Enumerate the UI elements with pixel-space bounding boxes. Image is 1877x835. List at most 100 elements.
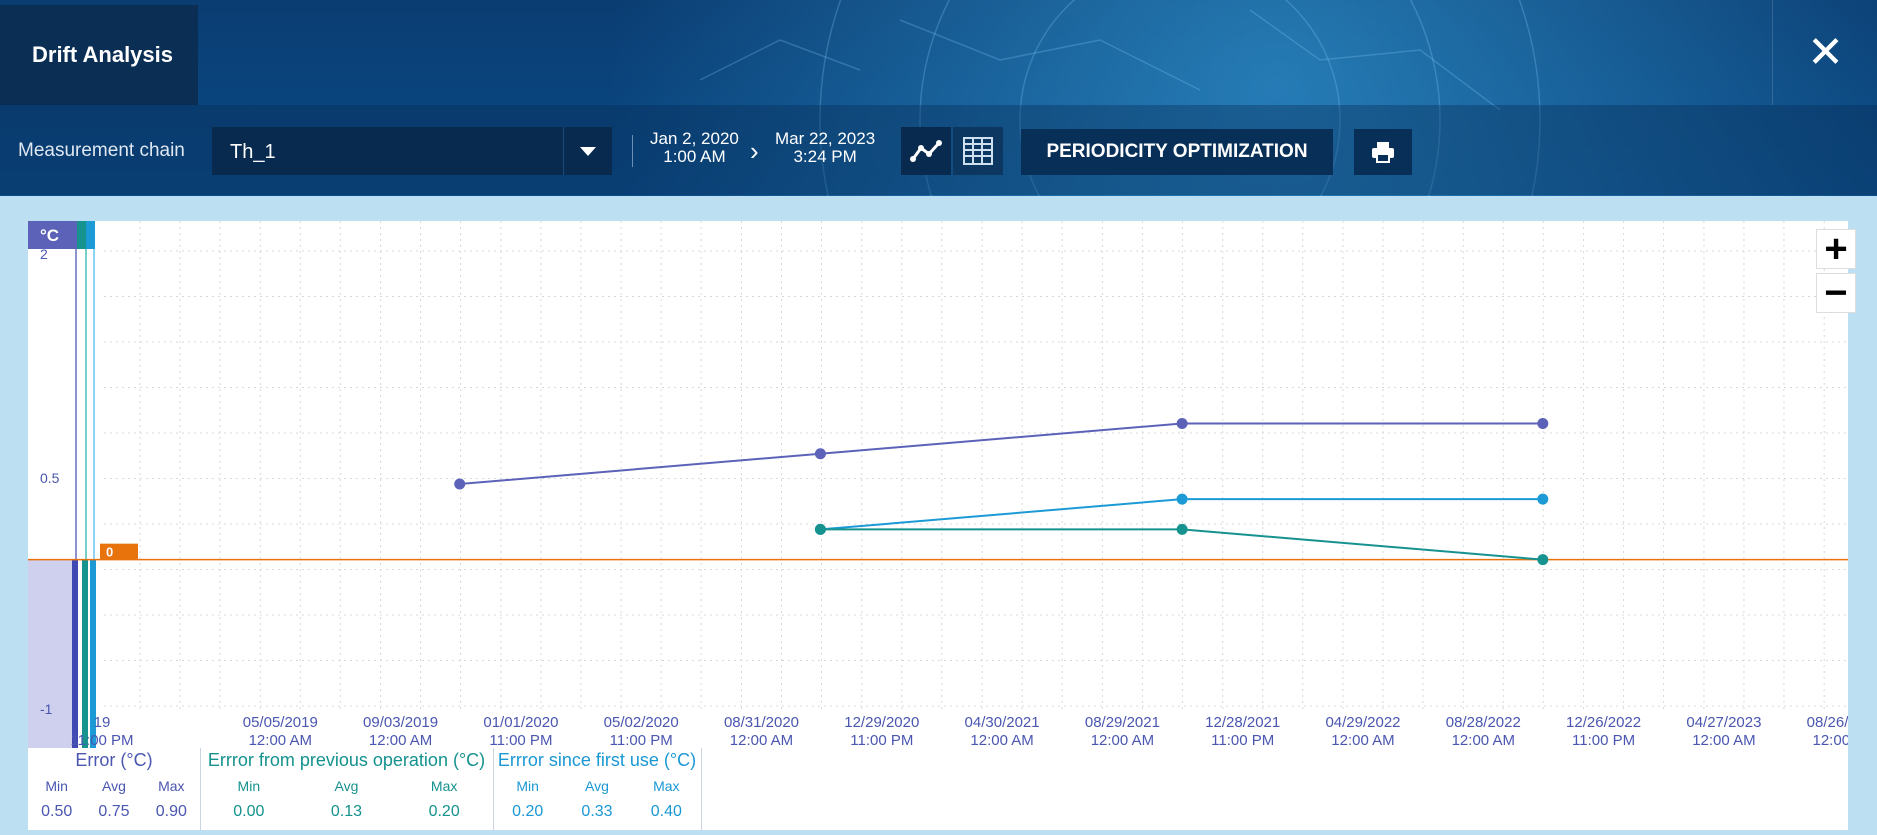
data-point [1176, 523, 1188, 535]
x-tick-time: 12:00 AM [1091, 732, 1154, 748]
x-tick-date: 08/29/2021 [1085, 714, 1160, 731]
chart-area[interactable]: °C 2 0.5 -1 0 19 11:00 PM 05/05/2019 12:00 AM 09/… [28, 221, 1877, 752]
x-tick-time: 11:00 PM [1572, 732, 1635, 748]
x-tick-date: 08/31/2020 [724, 714, 799, 731]
negative-region [28, 559, 76, 751]
x-tick-time: 12:00 AM [1813, 732, 1848, 748]
stats-title: Errror from previous operation (°C) [207, 750, 486, 770]
stats-column-label: Max [158, 778, 185, 794]
x-tick-date: 05/05/2019 [243, 714, 318, 731]
x-tick-date: 12/29/2020 [844, 714, 919, 731]
data-point [454, 478, 466, 490]
stats-value: 0.40 [650, 803, 682, 820]
chart-view-button[interactable] [901, 127, 951, 175]
x-tick-time: 12:00 AM [1452, 732, 1515, 748]
circuit-decoration [699, 0, 1541, 196]
periodicity-optimization-button[interactable]: PERIODICITY OPTIMIZATION [1021, 129, 1333, 175]
zoom-out-button[interactable]: − [1816, 273, 1856, 313]
chevron-right-icon: › [750, 136, 759, 166]
x-tick-date: 19 [94, 714, 111, 731]
y-tick-label: -1 [40, 701, 53, 717]
chevron-down-icon[interactable] [563, 127, 612, 175]
x-tick-date: 12/28/2021 [1205, 714, 1280, 731]
axis-fill-previous [82, 559, 88, 748]
x-tick-date: 04/30/2021 [965, 714, 1040, 731]
table-view-button[interactable] [953, 127, 1003, 175]
x-tick-time: 11:00 PM [610, 732, 673, 748]
stats-value: 0.20 [428, 803, 460, 820]
table-icon [963, 137, 993, 165]
stats-title: Error (°C) [75, 750, 153, 770]
x-tick-time: 12:00 AM [249, 732, 312, 748]
x-tick-time: 11:00 PM [70, 732, 133, 748]
stats-column-label: Min [45, 778, 68, 794]
x-tick-date: 05/02/2020 [604, 714, 679, 731]
stats-value: 0.00 [233, 803, 265, 820]
x-tick-date: 04/29/2022 [1325, 714, 1400, 731]
x-tick-time: 11:00 PM [1211, 732, 1274, 748]
zoom-in-button[interactable]: + [1816, 229, 1856, 269]
plus-icon: + [1824, 227, 1848, 271]
axis-fill-error [72, 559, 78, 748]
window-title-tab: Drift Analysis [0, 5, 198, 105]
unit-label: °C [40, 226, 59, 245]
stats-title: Errror since first use (°C) [497, 750, 697, 770]
minus-icon: − [1824, 271, 1848, 315]
toolbar-divider [632, 135, 633, 167]
data-point [1537, 554, 1549, 566]
x-tick-date: 12/26/2022 [1566, 714, 1641, 731]
x-tick-time: 12:00 AM [1692, 732, 1755, 748]
stats-group: Error (°C) Min 0.50 Avg 0.75 Max 0.90 [28, 748, 201, 830]
stats-value: 0.90 [155, 803, 187, 820]
x-tick-date: 04/27/2023 [1686, 714, 1761, 731]
stats-panel: Error (°C) Min 0.50 Avg 0.75 Max 0.90 Errror fr… [28, 748, 1848, 830]
y-tick-label: 2 [40, 246, 48, 262]
stats-value: 0.33 [581, 803, 613, 820]
stats-column-label: Max [653, 778, 680, 794]
start-date-value: Jan 2, 2020 [650, 129, 739, 148]
close-icon: ✕ [1807, 28, 1844, 77]
measurement-chain-select[interactable]: Th_1 [212, 127, 612, 175]
x-tick-time: 12:00 AM [369, 732, 432, 748]
stats-value: 0.50 [41, 803, 73, 820]
stats-column-label: Min [516, 778, 539, 794]
measurement-chain-label: Measurement chain [18, 140, 185, 161]
stats-column-label: Max [430, 778, 458, 794]
data-point [814, 448, 826, 460]
y-tick-label: 0.5 [40, 470, 60, 486]
stats-group: Errror since first use (°C) Min 0.20 Avg 0.3… [493, 748, 702, 830]
x-tick-date: 09/03/2019 [363, 714, 438, 731]
close-button[interactable]: ✕ [1772, 0, 1877, 105]
data-point [814, 523, 826, 535]
start-date[interactable]: Jan 2, 2020 1:00 AM [650, 130, 739, 166]
data-point [1176, 493, 1188, 505]
end-date[interactable]: Mar 22, 2023 3:24 PM [775, 130, 875, 166]
axis-badge-first-use [86, 221, 95, 249]
window-title: Drift Analysis [32, 42, 174, 67]
x-tick-time: 12:00 AM [970, 732, 1033, 748]
stats-value: 0.13 [330, 803, 363, 820]
end-date-value: Mar 22, 2023 [775, 129, 876, 148]
x-tick-date: 01/01/2020 [483, 714, 558, 731]
x-tick-time: 12:00 AM [1331, 732, 1394, 748]
line-chart-icon [910, 140, 942, 162]
x-tick-date: 08/26/2023 [1807, 714, 1848, 731]
zero-badge [100, 543, 138, 560]
data-point [1537, 417, 1549, 429]
data-point [1537, 493, 1549, 505]
print-icon [1372, 142, 1394, 163]
stats-column-label: Min [237, 778, 261, 794]
start-time-value: 1:00 AM [663, 147, 726, 166]
end-time-value: 3:24 PM [793, 147, 857, 166]
axis-badge-previous [77, 221, 86, 249]
axis-fill-first-use [90, 559, 96, 748]
stats-column-label: Avg [585, 778, 609, 794]
stats-group: Errror from previous operation (°C) Min 0.… [200, 748, 494, 830]
print-button[interactable] [1354, 129, 1412, 175]
data-point [1176, 417, 1188, 429]
stats-value: 0.75 [98, 803, 130, 820]
zero-label: 0 [106, 545, 113, 560]
series-line [459, 422, 1543, 485]
stats-value: 0.20 [512, 803, 544, 820]
